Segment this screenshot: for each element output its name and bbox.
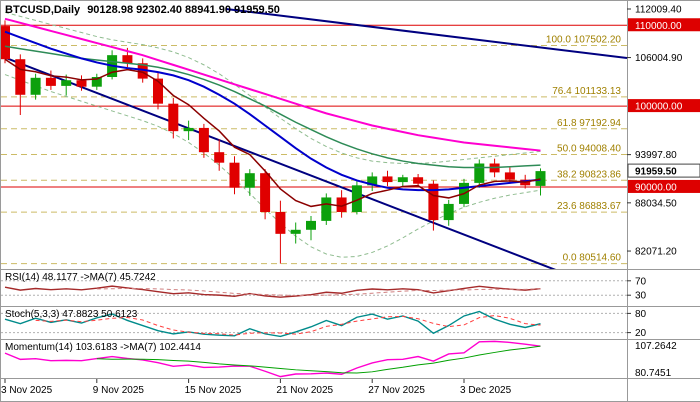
momentum-line — [4, 340, 541, 378]
chart-title: BTCUSD,Daily 90128.98 92302.40 88941.90 9… — [5, 4, 287, 16]
candle-body — [122, 55, 133, 64]
rsi-level-label: 70 — [635, 276, 647, 287]
date-label: 27 Nov 2025 — [368, 385, 425, 396]
price-scale[interactable] — [627, 1, 700, 378]
ma-green-line — [4, 45, 541, 169]
main-plot-layer — [1, 8, 627, 272]
price-level-badge — [628, 99, 700, 113]
candle-body — [428, 183, 439, 221]
time-scale[interactable] — [1, 378, 700, 401]
trendline[interactable] — [225, 8, 627, 59]
candle-body — [30, 77, 41, 95]
trendline[interactable] — [1, 55, 561, 272]
candle-body — [351, 185, 362, 213]
price-level-badge-label: 100000.00 — [635, 102, 683, 113]
fib-label: 38.2 90823.86 — [557, 169, 621, 180]
price-tick-label: 106004.90 — [635, 53, 683, 64]
ma-magenta-line — [4, 17, 541, 152]
candle-body — [153, 78, 163, 104]
candle-body — [137, 63, 148, 79]
candle-body — [443, 203, 454, 221]
candle-body — [336, 197, 347, 213]
momentum-level-label: 80.7451 — [635, 368, 672, 379]
ma-maroon-line — [4, 58, 541, 208]
momentum-level-label: 107.2642 — [635, 341, 677, 352]
stoch-line — [4, 310, 541, 338]
stoch-indicator-label: Stoch(5,3,3) 47.8823 50.6123 — [5, 309, 138, 320]
candle-body — [1, 26, 10, 60]
fib-label: 23.6 86883.67 — [557, 201, 621, 212]
price-level-badge-label: 110000.00 — [635, 21, 682, 32]
candle-body — [275, 212, 286, 234]
fib-label: 0.0 80514.60 — [563, 253, 622, 264]
price-level-badge — [628, 18, 700, 32]
ma-blue-line — [4, 30, 541, 192]
symbol-timeframe: BTCUSD,Daily — [5, 4, 81, 16]
candle-body — [244, 173, 255, 188]
candle-body — [321, 197, 332, 221]
chart-plot-area[interactable] — [1, 1, 627, 269]
stoch-level-label: 20 — [635, 328, 647, 339]
candle-body — [367, 176, 378, 186]
price-level-badge — [628, 179, 700, 193]
candle-body — [413, 177, 424, 184]
candle-body — [76, 80, 87, 87]
price-tick-label: 82071.20 — [635, 247, 677, 258]
stoch-level-label: 80 — [635, 309, 647, 320]
candle-body — [198, 127, 209, 153]
rsi-level-label: 30 — [635, 291, 647, 302]
candle-body — [535, 171, 546, 186]
candle-body — [306, 220, 316, 230]
stoch-signal-line — [35, 315, 541, 336]
candle-body — [61, 80, 72, 86]
band-upper-line — [4, 11, 541, 164]
fib-label: 76.4 101133.13 — [552, 86, 621, 97]
price-tick-label: 112009.40 — [635, 5, 682, 16]
candle-body — [45, 77, 56, 86]
candle-body — [260, 173, 271, 213]
momentum-indicator-label: Momentum(14) 103.6183 ->MA(7) 102.4414 — [5, 342, 201, 353]
candle-body — [229, 162, 240, 188]
current-price-badge-label: 91959.50 — [635, 167, 677, 178]
band-lower-line — [4, 74, 541, 258]
candle-body — [397, 177, 408, 183]
candle-body — [504, 172, 515, 180]
date-label: 21 Nov 2025 — [276, 385, 333, 396]
date-label: 3 Dec 2025 — [460, 385, 512, 396]
candle-body — [168, 103, 179, 132]
date-label: 3 Nov 2025 — [1, 385, 53, 396]
candle-body — [214, 152, 225, 163]
candle-body — [382, 176, 393, 183]
date-label: 15 Nov 2025 — [185, 385, 242, 396]
ohlc-readout: 90128.98 92302.40 88941.90 91959.50 — [87, 4, 280, 16]
fib-label: 50.0 94008.40 — [557, 144, 621, 155]
fib-label: 100.0 107502.20 — [546, 34, 622, 45]
candle-body — [474, 163, 485, 183]
price-level-badge-label: 90000.00 — [635, 182, 677, 193]
candle-body — [91, 76, 102, 87]
momentum-signal-line — [96, 345, 541, 374]
candle-body — [183, 127, 194, 132]
price-tick-label: 93997.80 — [635, 150, 677, 161]
price-tick-label: 88034.50 — [635, 198, 677, 209]
candle-body — [290, 229, 301, 234]
rsi-indicator-label: RSI(14) 48.1177 ->MA(7) 45.7242 — [5, 272, 156, 283]
current-price-badge — [627, 163, 700, 178]
fib-label: 61.8 97192.94 — [557, 118, 621, 129]
rsi-signal-line — [96, 287, 541, 297]
date-label: 9 Nov 2025 — [93, 385, 145, 396]
rsi-line — [4, 285, 541, 298]
candle-body — [15, 59, 26, 95]
